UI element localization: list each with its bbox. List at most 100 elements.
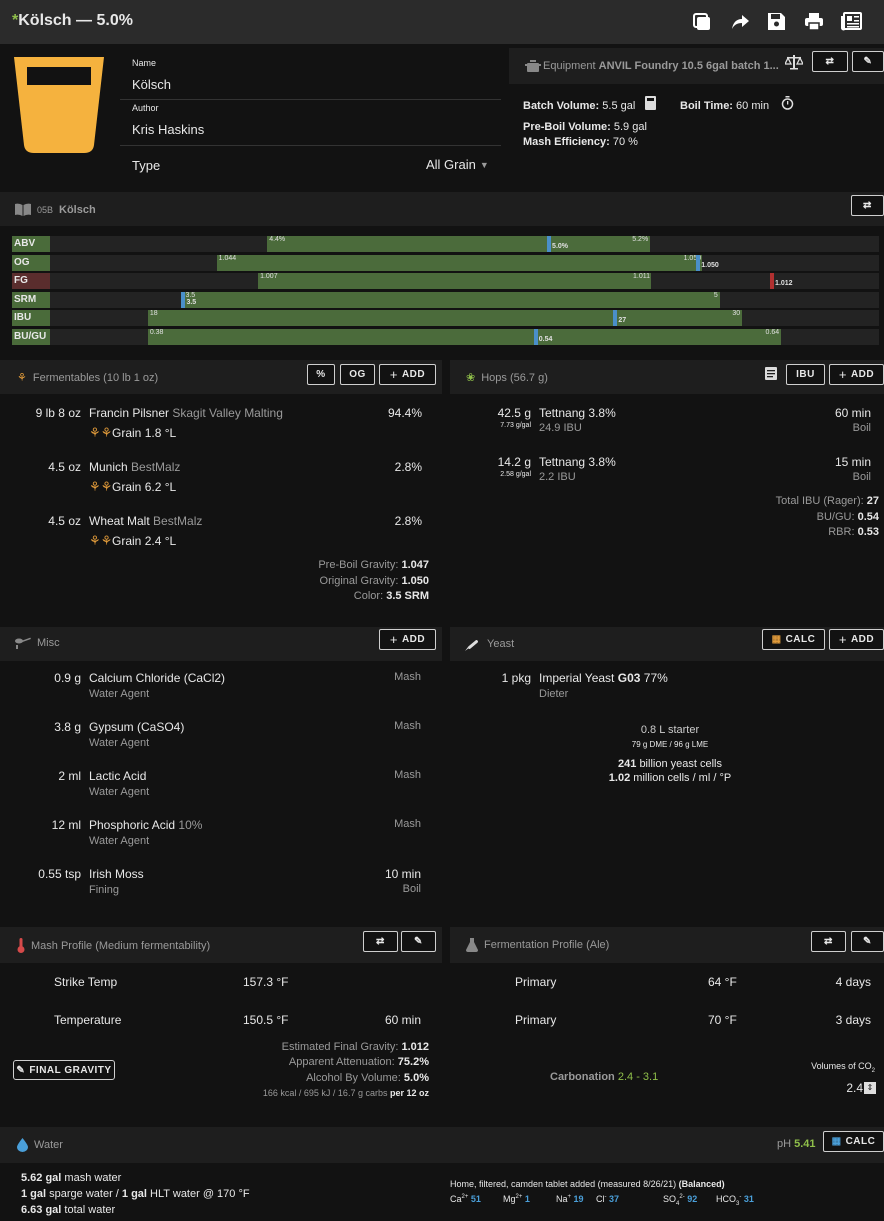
swap-fermentation-button[interactable]: ⇄: [811, 931, 846, 952]
fermentation-step-time: 3 days: [835, 1013, 871, 1027]
starter-size[interactable]: 0.8 L starter: [640, 724, 700, 736]
misc-name[interactable]: Calcium Chloride (CaCl2): [89, 671, 225, 685]
title-text: Kölsch — 5.0%: [18, 12, 133, 29]
add-hop-button[interactable]: + ADD: [829, 364, 884, 385]
wheat-icon: ⚘⚘: [89, 533, 113, 548]
fermentable-name[interactable]: Francin Pilsner Skagit Valley Malting: [89, 406, 283, 420]
calculator-icon[interactable]: [645, 96, 656, 110]
original-gravity: Original Gravity: 1.050: [250, 575, 429, 587]
volumes-co2-input[interactable]: 2.4 ⇕: [816, 1080, 876, 1096]
final-gravity-button[interactable]: ✎ FINAL GRAVITY: [13, 1060, 115, 1080]
fermentation-step-name[interactable]: Primary: [515, 975, 557, 989]
stopwatch-icon[interactable]: [781, 96, 794, 110]
og-button[interactable]: OG: [340, 364, 375, 385]
edit-mash-button[interactable]: ✎: [401, 931, 436, 952]
style-bar-fg[interactable]: FG 1.007 1.011 1.012: [12, 273, 879, 289]
ibu-button[interactable]: IBU: [786, 364, 825, 385]
newspaper-icon[interactable]: [841, 12, 862, 31]
pot-icon: [525, 59, 541, 73]
style-bar-range: [147, 328, 782, 345]
yeast-name[interactable]: Imperial Yeast G03 77%: [539, 671, 668, 685]
style-bar-max: 0.64: [765, 328, 780, 336]
spinner-icon[interactable]: ⇕: [864, 1082, 876, 1094]
ion-symbol: Cl: [596, 1194, 605, 1204]
hop-ibu: 2.2 IBU: [539, 471, 576, 483]
edit-equipment-button[interactable]: ✎: [852, 51, 884, 72]
hop-name[interactable]: Tettnang 3.8%: [539, 455, 616, 469]
fermentable-supplier: Skagit Valley Malting: [172, 406, 283, 420]
swap-equipment-button[interactable]: ⇄: [812, 51, 848, 72]
hop-use: Boil: [852, 422, 871, 434]
edit-fermentation-button[interactable]: ✎: [851, 931, 884, 952]
mash-step-name[interactable]: Temperature: [54, 1013, 122, 1027]
misc-name[interactable]: Phosphoric Acid 10%: [89, 818, 202, 832]
style-bar-range: [147, 310, 743, 326]
ph-label: pH: [777, 1138, 792, 1150]
water-title-text: Water: [34, 1139, 63, 1151]
divider: [120, 145, 501, 146]
misc-name[interactable]: Gypsum (CaSO4): [89, 720, 184, 734]
hop-name[interactable]: Tettnang 3.8%: [539, 406, 616, 420]
share-icon[interactable]: [730, 13, 750, 31]
wheat-icon: ⚘⚘: [89, 425, 113, 440]
pre-boil-volume: Pre-Boil Volume: 5.9 gal: [523, 121, 647, 133]
hlt-value: 1 gal: [121, 1188, 147, 1200]
ion-charge: +: [567, 1194, 572, 1200]
swap-icon: ⇄: [376, 936, 385, 947]
color-label: Color:: [353, 590, 384, 602]
misc-type: Water Agent: [89, 737, 150, 749]
mash-efficiency: Mash Efficiency: 70 %: [523, 136, 638, 148]
style-bar-value: 1.012: [775, 280, 793, 287]
style-title[interactable]: 05B Kölsch: [15, 203, 96, 216]
fermentation-title: Fermentation Profile (Ale): [466, 938, 609, 952]
style-bar-srm[interactable]: SRM 3.5 5 3.5: [12, 291, 879, 308]
yeast-calc-button[interactable]: ▦ CALC: [762, 629, 825, 650]
rbr-label: RBR:: [828, 526, 855, 538]
fermentable-amount: 4.5 oz: [48, 514, 81, 528]
fermentable-name[interactable]: Wheat Malt BestMalz: [89, 514, 202, 528]
type-select[interactable]: All Grain ▼: [426, 157, 489, 172]
add-misc-button[interactable]: + ADD: [379, 629, 436, 650]
author-field[interactable]: Kris Haskins: [132, 122, 205, 137]
style-bar-range: [258, 273, 652, 289]
style-bar-marker: [613, 310, 618, 326]
name-field[interactable]: Kölsch: [132, 77, 172, 92]
print-icon[interactable]: [804, 12, 824, 31]
misc-name[interactable]: Lactic Acid: [89, 769, 146, 783]
hops-title: ❀ Hops (56.7 g): [466, 371, 548, 385]
mash-step-name[interactable]: Strike Temp: [54, 975, 118, 989]
ion-value: 19: [573, 1194, 584, 1204]
style-bar-og[interactable]: OG 1.044 1.050 1.050: [12, 254, 879, 271]
fermentation-step-name[interactable]: Primary: [515, 1013, 557, 1027]
style-bar-bugu[interactable]: BU/GU 0.38 0.64 0.54: [12, 328, 879, 345]
att-value: 75.2%: [397, 1056, 429, 1068]
pipette-icon: [465, 637, 481, 651]
misc-time: 10 min: [384, 867, 421, 881]
swap-mash-button[interactable]: ⇄: [363, 931, 398, 952]
add-fermentable-button[interactable]: + ADD: [379, 364, 436, 385]
fermentation-step-temp: 64 °F: [708, 975, 737, 989]
water-calc-button[interactable]: ▦ CALC: [823, 1131, 884, 1152]
hop-time: 60 min: [834, 406, 871, 420]
water-ion: Cl- 37: [596, 1194, 619, 1204]
list-icon[interactable]: [765, 367, 777, 380]
percent-button[interactable]: %: [307, 364, 335, 385]
water-profile-balance: (Balanced): [678, 1179, 725, 1189]
calc-label: CALC: [845, 1136, 876, 1147]
fermentation-step-temp: 70 °F: [708, 1013, 737, 1027]
scale-icon[interactable]: [785, 54, 803, 70]
fermentable-name[interactable]: Munich BestMalz: [89, 460, 180, 474]
style-bar-ibu[interactable]: IBU 18 30 27: [12, 310, 879, 326]
add-yeast-button[interactable]: + ADD: [829, 629, 884, 650]
swap-style-button[interactable]: ⇄: [851, 195, 884, 216]
equipment-name[interactable]: Equipment ANVIL Foundry 10.5 6gal batch …: [543, 60, 779, 72]
misc-name[interactable]: Irish Moss: [89, 867, 144, 881]
style-bar-abv[interactable]: ABV 4.4% 5.2% 5.0%: [12, 236, 879, 252]
copy-icon[interactable]: [692, 12, 712, 32]
save-icon[interactable]: [767, 12, 786, 31]
water-profile[interactable]: Home, filtered, camden tablet added (mea…: [450, 1179, 725, 1189]
pre-boil-value: 5.9 gal: [613, 121, 647, 133]
bugu-label: BU/GU:: [816, 511, 855, 523]
est-fg-value: 1.012: [401, 1041, 429, 1053]
color-value: 3.5 SRM: [386, 590, 429, 602]
